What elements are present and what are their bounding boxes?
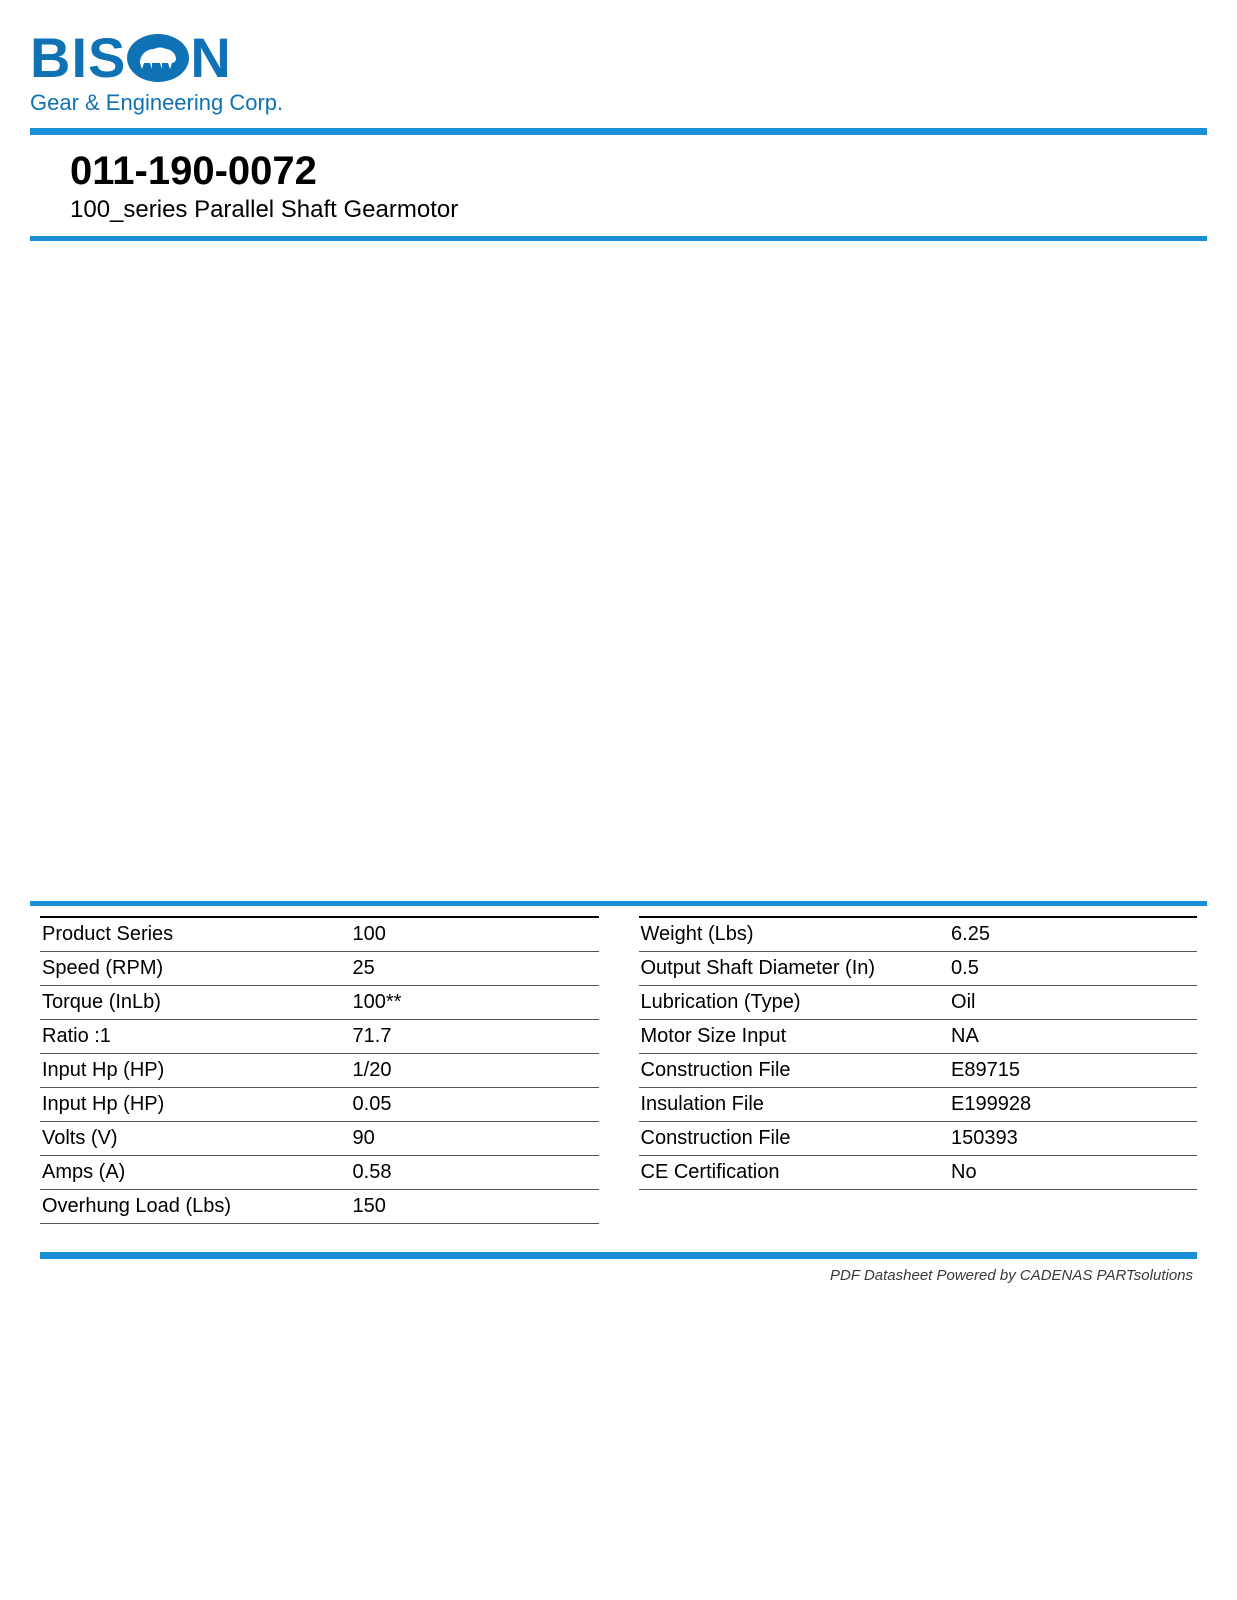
spec-value: 6.25 (951, 921, 1195, 948)
spec-row: Speed (RPM)25 (40, 951, 599, 985)
spec-row: Output Shaft Diameter (In)0.5 (639, 951, 1198, 985)
spec-row: Weight (Lbs)6.25 (639, 916, 1198, 951)
spec-row: Motor Size InputNA (639, 1019, 1198, 1053)
spec-label: Weight (Lbs) (641, 921, 952, 948)
logo-block: BIS N Gear & Engineering Corp. (30, 30, 1207, 116)
spec-row: Construction File150393 (639, 1121, 1198, 1155)
spec-row: Torque (InLb)100** (40, 985, 599, 1019)
footer-note: PDF Datasheet Powered by CADENAS PARTsol… (30, 1259, 1207, 1284)
header-rule-top (30, 128, 1207, 135)
title-block: 011-190-0072 100_series Parallel Shaft G… (30, 135, 1207, 236)
spec-label: Speed (RPM) (42, 955, 353, 982)
spec-label: Product Series (42, 921, 353, 948)
spec-label: Insulation File (641, 1091, 952, 1118)
spec-row: Input Hp (HP)0.05 (40, 1087, 599, 1121)
spec-row: Product Series100 (40, 916, 599, 951)
part-description: 100_series Parallel Shaft Gearmotor (70, 196, 1207, 224)
spec-row: Amps (A)0.58 (40, 1155, 599, 1189)
spec-label: Output Shaft Diameter (In) (641, 955, 952, 982)
spec-value: 0.5 (951, 955, 1195, 982)
spec-value: No (951, 1159, 1195, 1186)
spec-label: Input Hp (HP) (42, 1057, 353, 1084)
bison-icon (127, 34, 189, 82)
spec-row: Overhung Load (Lbs)150 (40, 1189, 599, 1224)
page: BIS N Gear & Engineering Corp. 011-190-0… (0, 0, 1237, 1284)
spec-value: 1/20 (353, 1057, 597, 1084)
spec-value: 0.58 (353, 1159, 597, 1186)
spec-row: Volts (V)90 (40, 1121, 599, 1155)
spec-label: CE Certification (641, 1159, 952, 1186)
spec-value: 25 (353, 955, 597, 982)
brand-logo: BIS N (30, 30, 1207, 86)
spec-label: Ratio :1 (42, 1023, 353, 1050)
image-placeholder-region (30, 241, 1207, 901)
spec-row: Lubrication (Type)Oil (639, 985, 1198, 1019)
spec-label: Construction File (641, 1057, 952, 1084)
spec-row: Insulation FileE199928 (639, 1087, 1198, 1121)
specs-rule-top (30, 901, 1207, 906)
spec-label: Input Hp (HP) (42, 1091, 353, 1118)
spec-value: 100 (353, 921, 597, 948)
spec-value: E89715 (951, 1057, 1195, 1084)
spec-label: Overhung Load (Lbs) (42, 1193, 353, 1220)
spec-value: 71.7 (353, 1023, 597, 1050)
brand-tagline: Gear & Engineering Corp. (30, 90, 1207, 116)
specs-table: Product Series100Speed (RPM)25Torque (In… (30, 916, 1207, 1224)
spec-value: 90 (353, 1125, 597, 1152)
spec-value: Oil (951, 989, 1195, 1016)
specs-column-right: Weight (Lbs)6.25Output Shaft Diameter (I… (639, 916, 1198, 1224)
spec-row: CE CertificationNo (639, 1155, 1198, 1190)
spec-label: Amps (A) (42, 1159, 353, 1186)
spec-value: 0.05 (353, 1091, 597, 1118)
spec-value: NA (951, 1023, 1195, 1050)
spec-label: Volts (V) (42, 1125, 353, 1152)
spec-row: Input Hp (HP)1/20 (40, 1053, 599, 1087)
spec-label: Lubrication (Type) (641, 989, 952, 1016)
spec-label: Motor Size Input (641, 1023, 952, 1050)
spec-value: 100** (353, 989, 597, 1016)
spec-label: Construction File (641, 1125, 952, 1152)
spec-row: Ratio :171.7 (40, 1019, 599, 1053)
spec-value: E199928 (951, 1091, 1195, 1118)
footer-rule (40, 1252, 1197, 1259)
spec-label: Torque (InLb) (42, 989, 353, 1016)
specs-column-left: Product Series100Speed (RPM)25Torque (In… (40, 916, 599, 1224)
spec-value: 150 (353, 1193, 597, 1220)
spec-row: Construction FileE89715 (639, 1053, 1198, 1087)
part-number: 011-190-0072 (70, 149, 1207, 194)
spec-value: 150393 (951, 1125, 1195, 1152)
